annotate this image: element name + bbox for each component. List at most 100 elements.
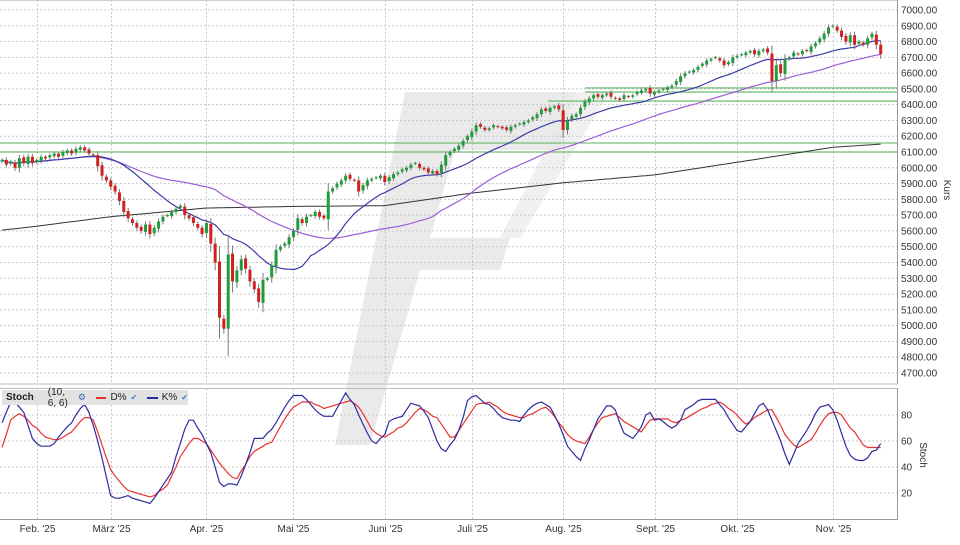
legend-title: Stoch: [6, 392, 34, 403]
candle-body: [152, 227, 156, 234]
candle-body: [44, 156, 47, 159]
candle: [644, 87, 648, 93]
candle: [405, 165, 409, 173]
candle-body: [487, 128, 491, 130]
candle-body: [840, 30, 844, 37]
check-icon[interactable]: ✔: [130, 393, 138, 402]
candle-body: [26, 156, 30, 165]
candle: [383, 172, 387, 186]
candle-body: [574, 114, 578, 117]
candle: [631, 93, 635, 99]
candle-body: [344, 175, 348, 181]
candle-body: [396, 172, 400, 175]
candle-body: [218, 261, 221, 318]
candle: [313, 209, 317, 219]
candle: [800, 48, 804, 57]
candle-body: [735, 55, 739, 58]
candle-body: [161, 216, 165, 222]
stoch-tick-label: 80: [901, 411, 913, 422]
candle-body: [74, 148, 78, 153]
candle-body: [378, 175, 382, 179]
candle-body: [844, 35, 848, 42]
candle-body: [144, 224, 148, 232]
candle-body: [596, 94, 600, 97]
candle: [500, 125, 504, 131]
candle: [470, 128, 474, 141]
candle: [787, 55, 791, 61]
price-tick-label: 5200.00: [901, 290, 938, 301]
gear-icon[interactable]: ⚙: [77, 392, 86, 402]
candle-body: [170, 211, 174, 217]
candle: [840, 27, 844, 41]
candle: [748, 49, 752, 55]
candle-body: [109, 180, 113, 187]
candle-body: [800, 51, 804, 55]
candle: [753, 47, 757, 57]
candle: [718, 56, 722, 63]
candle: [674, 78, 678, 88]
candle-body: [457, 145, 461, 150]
candle: [9, 159, 13, 166]
candle-body: [861, 42, 865, 45]
candle-body: [683, 73, 687, 77]
candle: [400, 167, 404, 174]
candle-body: [766, 48, 770, 53]
candle-body: [187, 215, 191, 219]
stoch-tick-label: 60: [901, 437, 913, 448]
candle-body: [626, 96, 630, 98]
candle-body: [740, 54, 743, 56]
price-tick-label: 6000.00: [901, 163, 938, 174]
candle: [579, 104, 583, 118]
candle: [831, 24, 835, 28]
candle: [365, 177, 369, 190]
candle: [435, 168, 439, 177]
month-label: Nov. '25: [816, 524, 852, 535]
candle-body: [813, 43, 817, 47]
candle: [570, 113, 574, 123]
candle: [187, 213, 191, 221]
candle: [744, 50, 748, 58]
candle-body: [383, 175, 387, 183]
candle: [774, 60, 778, 88]
candle-body: [296, 218, 300, 230]
candle: [779, 60, 783, 78]
candle: [283, 241, 287, 248]
candle-body: [809, 46, 813, 52]
candle-body: [70, 150, 74, 154]
candle: [709, 57, 713, 63]
candle: [566, 116, 569, 135]
candle-body: [309, 215, 313, 217]
candle: [296, 214, 300, 236]
price-tick-label: 6200.00: [901, 132, 938, 143]
candle: [818, 36, 822, 45]
candle: [792, 50, 796, 59]
candle-body: [848, 35, 852, 43]
candle: [413, 161, 417, 166]
candle-body: [674, 81, 678, 85]
price-tick-label: 7000.00: [901, 6, 938, 17]
candle: [535, 111, 539, 121]
candle-body: [648, 87, 652, 94]
candle-body: [209, 223, 213, 244]
candle-body: [548, 107, 552, 112]
candle: [657, 88, 661, 94]
candle-body: [779, 64, 783, 74]
candle-body: [644, 88, 648, 91]
price-tick-label: 6400.00: [901, 100, 938, 111]
candle-body: [365, 180, 369, 187]
legend-d-label: D%: [110, 392, 127, 403]
candle: [422, 166, 426, 172]
candle: [783, 53, 787, 81]
candle-body: [200, 227, 204, 235]
stoch-gridlines: [0, 389, 897, 519]
candle-body: [370, 178, 374, 181]
check-icon[interactable]: ✔: [181, 393, 188, 402]
candle: [170, 209, 174, 219]
candle-body: [235, 270, 239, 283]
legend-params: (10, 6, 6): [47, 386, 68, 409]
candle: [361, 182, 365, 194]
candle: [113, 183, 117, 195]
candle: [152, 225, 156, 237]
candle: [13, 159, 17, 171]
